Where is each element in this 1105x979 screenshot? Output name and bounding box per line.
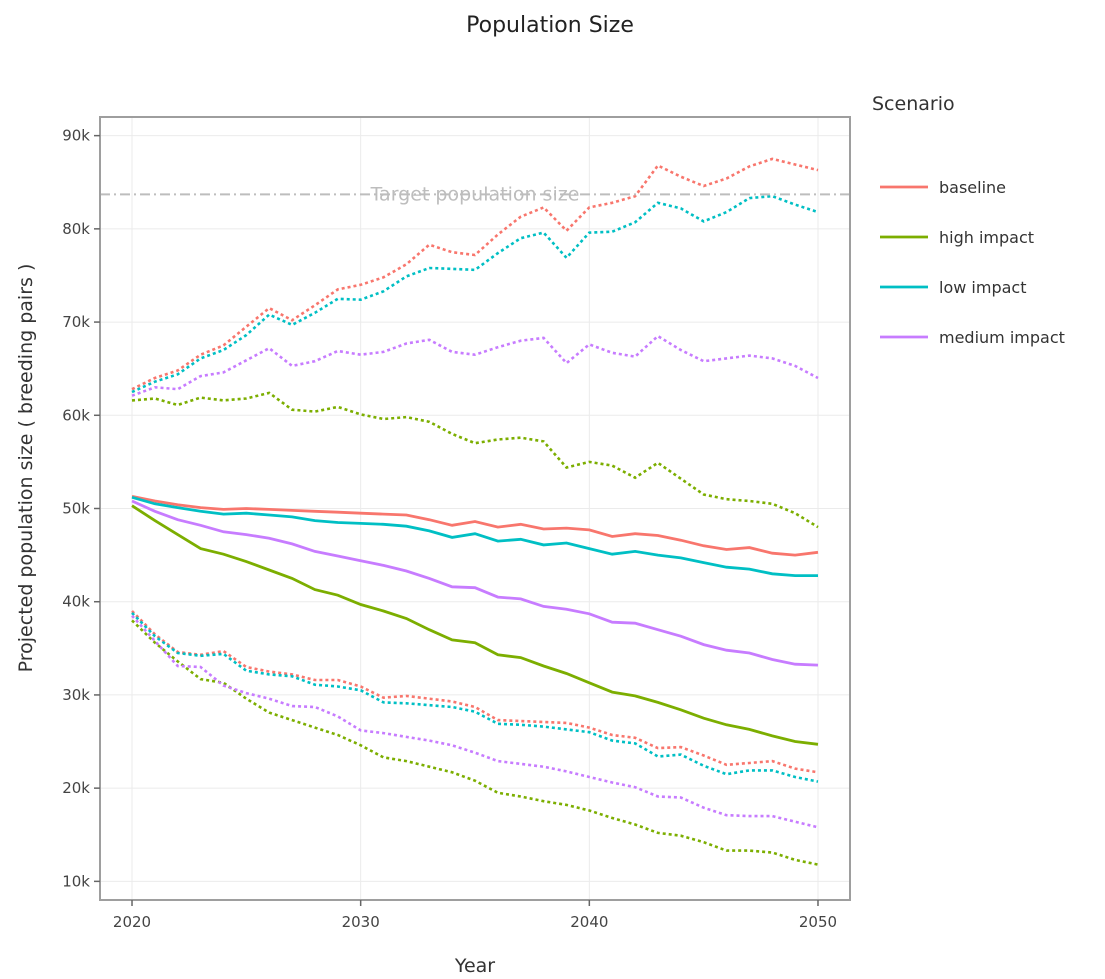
series-baseline-mean-line bbox=[131, 495, 819, 557]
y-tick-label: 40k bbox=[62, 593, 90, 611]
x-axis-title: Year bbox=[454, 955, 495, 977]
series-low-impact-upper-line bbox=[131, 194, 819, 394]
legend-label-low-impact: low impact bbox=[939, 278, 1026, 297]
y-axis-ticks: 10k 20k 30k 40k 50k 60k 70k 80k 90k bbox=[62, 127, 100, 890]
x-axis-ticks: 2020 2030 2040 2050 bbox=[113, 900, 837, 931]
x-tick-label: 2020 bbox=[113, 913, 151, 931]
x-tick-label: 2040 bbox=[570, 913, 608, 931]
series-lines bbox=[131, 157, 819, 866]
y-tick-label: 70k bbox=[62, 313, 90, 331]
y-axis-title: Projected population size ( breeding pai… bbox=[15, 264, 37, 673]
grid-lines bbox=[100, 117, 850, 900]
legend: Scenario baseline high impact low impact me… bbox=[872, 93, 1065, 347]
series-baseline-lower-line bbox=[131, 610, 819, 774]
series-medium-impact-mean-line bbox=[131, 499, 819, 667]
series-medium-impact-lower-line bbox=[131, 614, 819, 829]
y-tick-label: 80k bbox=[62, 220, 90, 238]
legend-label-high-impact: high impact bbox=[939, 228, 1034, 247]
series-baseline-upper-line bbox=[131, 157, 819, 391]
legend-label-baseline: baseline bbox=[939, 178, 1006, 197]
x-tick-label: 2050 bbox=[799, 913, 837, 931]
series-high-impact-mean-line bbox=[131, 504, 819, 746]
x-tick-label: 2030 bbox=[342, 913, 380, 931]
legend-title: Scenario bbox=[872, 93, 955, 115]
y-tick-label: 60k bbox=[62, 406, 90, 424]
series-low-impact-mean-line bbox=[131, 495, 818, 577]
chart-title: Population Size bbox=[466, 13, 634, 38]
series-medium-impact-upper-line bbox=[131, 334, 819, 397]
y-tick-label: 90k bbox=[62, 127, 90, 145]
y-tick-label: 50k bbox=[62, 500, 90, 518]
target-line-label: Target population size bbox=[370, 183, 580, 205]
target-reference: Target population size bbox=[100, 183, 850, 205]
y-tick-label: 10k bbox=[62, 872, 90, 890]
series-high-impact-lower-line bbox=[131, 619, 819, 866]
y-tick-label: 30k bbox=[62, 686, 90, 704]
y-tick-label: 20k bbox=[62, 779, 90, 797]
series-high-impact-upper-line bbox=[131, 391, 819, 529]
legend-label-medium-impact: medium impact bbox=[939, 328, 1065, 347]
